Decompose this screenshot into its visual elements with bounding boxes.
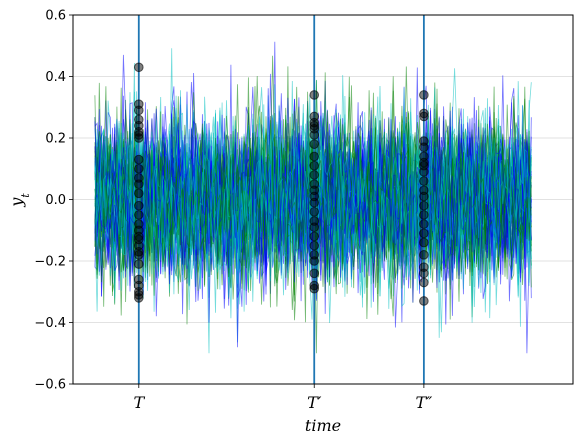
y-tick-label: 0.4 [45, 70, 66, 85]
sample-point [419, 250, 429, 260]
sample-point [309, 160, 320, 171]
sample-point [309, 222, 320, 232]
sample-point [419, 142, 429, 153]
x-axis-title: time [305, 416, 341, 435]
y-tick-label: 0.2 [45, 132, 66, 147]
sample-point [133, 154, 144, 165]
sample-point [419, 167, 429, 177]
sample-point [309, 130, 320, 140]
sample-point [419, 219, 429, 229]
y-tick-label: 0.6 [45, 9, 66, 24]
x-tick-label: T″ [416, 393, 433, 412]
y-tick-label: −0.4 [34, 316, 66, 331]
y-tick-label: −0.6 [34, 378, 66, 393]
sample-point [309, 283, 320, 294]
x-tick-label: T′ [307, 393, 322, 412]
sample-point [309, 268, 320, 279]
x-axis: T T′ T″ [133, 384, 432, 412]
sample-point [133, 210, 144, 220]
sample-point [419, 210, 429, 220]
x-tick-label: T [133, 393, 145, 412]
sample-point [419, 228, 429, 239]
sample-point [419, 237, 429, 248]
sample-point [133, 62, 144, 73]
sample-point [133, 200, 144, 211]
sample-point [309, 231, 320, 242]
sample-point [133, 163, 144, 174]
sample-points [133, 62, 429, 306]
sample-point [309, 197, 320, 208]
sample-point [309, 207, 320, 217]
y-tick-label: −0.2 [34, 255, 66, 270]
sample-point [419, 191, 429, 202]
sample-point [309, 170, 320, 180]
sample-point [419, 296, 429, 306]
sample-point [133, 179, 144, 189]
sample-point [133, 259, 144, 269]
sample-point [133, 188, 144, 199]
y-axis-title: yt [7, 193, 32, 208]
sample-point [419, 90, 429, 100]
sample-point [419, 277, 429, 288]
y-axis-title-base: y [7, 197, 26, 208]
sample-point [419, 268, 429, 279]
y-axis: −0.6 −0.4 −0.2 0.0 0.2 0.4 0.6 [34, 9, 73, 393]
sample-point [309, 256, 320, 266]
sample-point [309, 151, 320, 162]
sample-point [133, 250, 144, 260]
y-tick-label: 0.0 [45, 193, 66, 208]
sample-point [133, 133, 144, 143]
sample-point [419, 200, 429, 211]
sample-point [419, 111, 429, 122]
y-axis-title-subscript: t [19, 193, 32, 198]
sample-point [133, 293, 144, 303]
sample-point [309, 90, 320, 100]
sample-point [309, 240, 320, 251]
sample-point [133, 105, 144, 116]
sample-point [309, 139, 320, 149]
sample-point [419, 176, 429, 186]
